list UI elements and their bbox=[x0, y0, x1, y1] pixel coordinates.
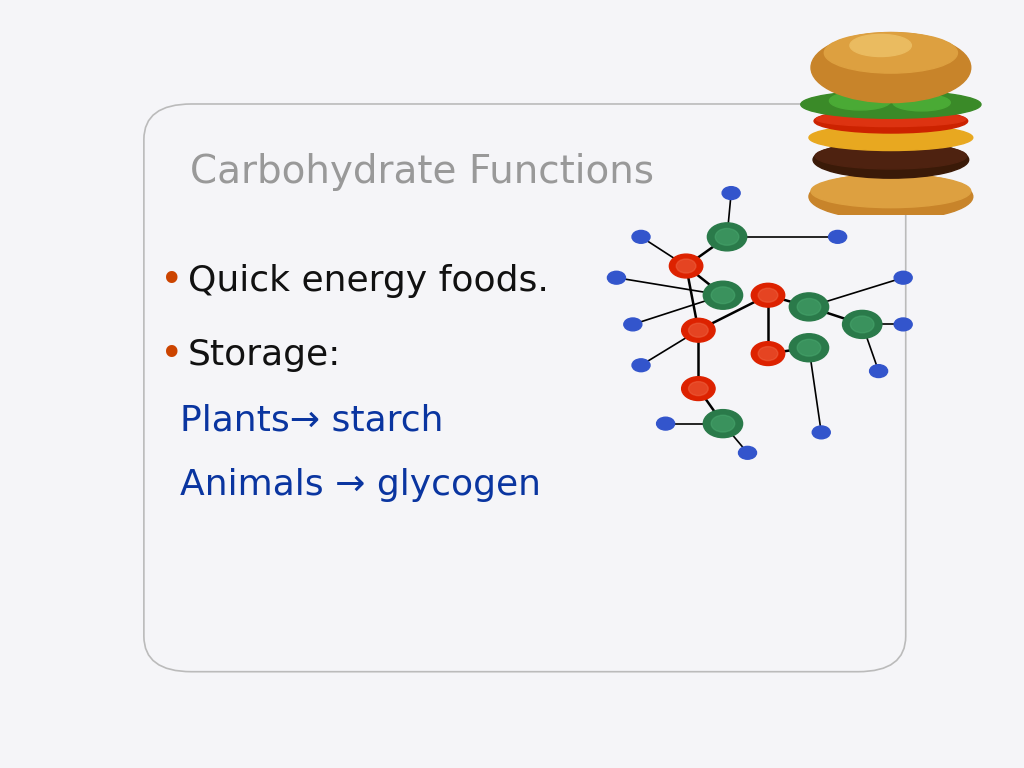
Circle shape bbox=[682, 318, 715, 343]
Ellipse shape bbox=[809, 124, 973, 151]
Circle shape bbox=[752, 342, 784, 366]
Text: Animals → glycogen: Animals → glycogen bbox=[179, 468, 541, 502]
Circle shape bbox=[790, 293, 828, 321]
Circle shape bbox=[715, 228, 739, 245]
Text: Plants→ starch: Plants→ starch bbox=[179, 403, 443, 437]
Circle shape bbox=[738, 446, 757, 459]
Circle shape bbox=[758, 288, 778, 303]
Circle shape bbox=[682, 376, 715, 401]
Ellipse shape bbox=[809, 174, 973, 220]
Circle shape bbox=[894, 271, 912, 284]
Circle shape bbox=[676, 259, 696, 273]
Circle shape bbox=[797, 299, 821, 316]
Text: Carbohydrate Functions: Carbohydrate Functions bbox=[189, 153, 653, 191]
Text: Storage:: Storage: bbox=[187, 339, 341, 372]
Circle shape bbox=[722, 187, 740, 200]
Circle shape bbox=[758, 346, 778, 361]
Ellipse shape bbox=[811, 32, 971, 103]
Circle shape bbox=[812, 426, 830, 439]
Circle shape bbox=[656, 417, 675, 430]
Circle shape bbox=[828, 230, 847, 243]
FancyBboxPatch shape bbox=[143, 104, 905, 672]
Circle shape bbox=[790, 334, 828, 362]
Circle shape bbox=[752, 283, 784, 307]
Circle shape bbox=[703, 409, 742, 438]
Circle shape bbox=[894, 318, 912, 331]
Circle shape bbox=[688, 323, 709, 337]
Circle shape bbox=[703, 281, 742, 310]
Ellipse shape bbox=[824, 32, 957, 73]
Circle shape bbox=[711, 286, 735, 303]
Circle shape bbox=[711, 415, 735, 432]
Ellipse shape bbox=[801, 91, 981, 118]
Text: •: • bbox=[160, 261, 183, 301]
Ellipse shape bbox=[815, 143, 967, 169]
Ellipse shape bbox=[850, 35, 911, 57]
Circle shape bbox=[670, 254, 702, 278]
Ellipse shape bbox=[829, 91, 891, 110]
Circle shape bbox=[688, 382, 709, 396]
Ellipse shape bbox=[811, 174, 971, 207]
Circle shape bbox=[624, 318, 642, 331]
Ellipse shape bbox=[814, 109, 968, 133]
Circle shape bbox=[708, 223, 746, 251]
Circle shape bbox=[869, 365, 888, 378]
Ellipse shape bbox=[813, 141, 969, 178]
Circle shape bbox=[850, 316, 874, 333]
Circle shape bbox=[632, 230, 650, 243]
Text: Quick energy foods.: Quick energy foods. bbox=[187, 264, 549, 299]
Circle shape bbox=[797, 339, 821, 356]
Circle shape bbox=[843, 310, 882, 339]
Circle shape bbox=[607, 271, 626, 284]
Text: •: • bbox=[160, 336, 183, 376]
Ellipse shape bbox=[816, 112, 966, 127]
Circle shape bbox=[632, 359, 650, 372]
Ellipse shape bbox=[893, 94, 950, 111]
